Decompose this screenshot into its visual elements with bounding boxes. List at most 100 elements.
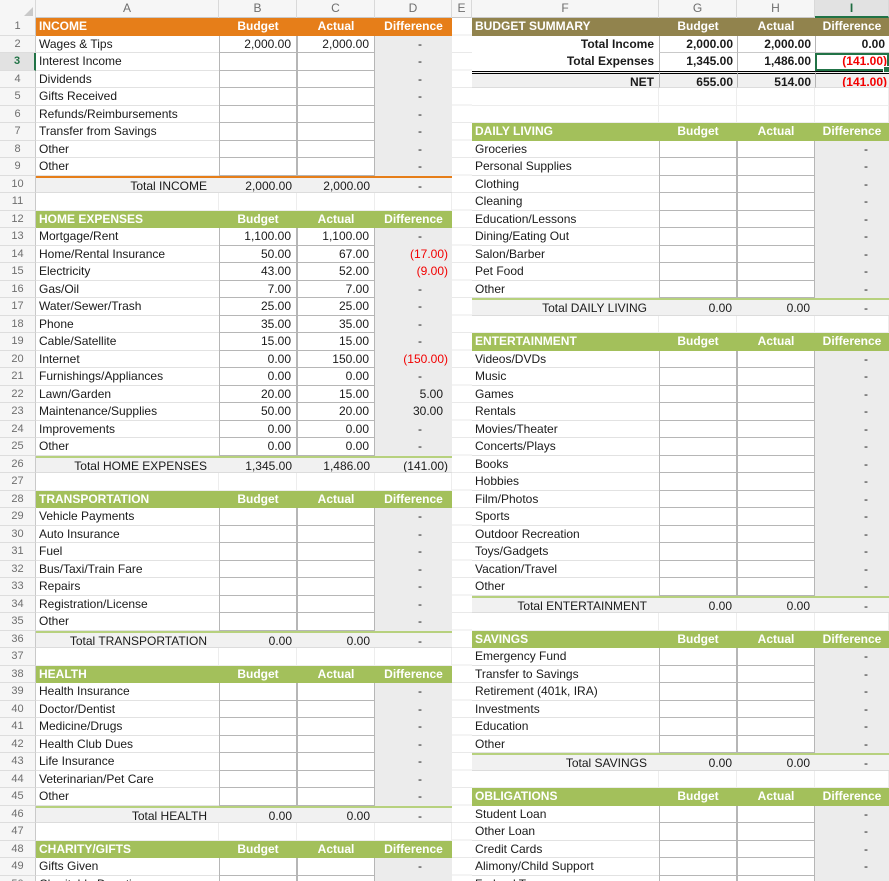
cell-D20[interactable]: (150.00) xyxy=(375,350,452,368)
cell-B30[interactable] xyxy=(219,525,297,543)
cell-F24[interactable]: Movies/Theater xyxy=(472,421,659,438)
row-header-46[interactable]: 46 xyxy=(0,805,36,823)
cell-G23[interactable] xyxy=(659,403,737,421)
cell-F50[interactable]: Federal Taxes xyxy=(472,876,659,881)
cell-D27[interactable] xyxy=(375,473,452,491)
cell-B17[interactable]: 25.00 xyxy=(219,298,297,316)
cell-I13[interactable]: - xyxy=(815,228,889,246)
cell-H34[interactable]: 0.00 xyxy=(737,595,815,613)
row-header-49[interactable]: 49 xyxy=(0,858,36,876)
cell-A35[interactable]: Other xyxy=(36,613,219,631)
cell-D37[interactable] xyxy=(375,648,452,666)
cell-H6[interactable] xyxy=(737,105,815,123)
col-header-C[interactable]: C xyxy=(297,0,375,18)
row-header-38[interactable]: 38 xyxy=(0,665,36,683)
cell-B22[interactable]: 20.00 xyxy=(219,385,297,403)
row-header-3[interactable]: 3 xyxy=(0,53,36,71)
cell-B16[interactable]: 7.00 xyxy=(219,280,297,298)
cell-G21[interactable] xyxy=(659,368,737,386)
col-header-E[interactable]: E xyxy=(452,0,472,18)
cell-F3[interactable]: Total Expenses xyxy=(472,53,659,71)
cell-H10[interactable] xyxy=(737,175,815,193)
cell-G47[interactable] xyxy=(659,823,737,841)
cell-D38[interactable]: Difference xyxy=(375,665,452,683)
cell-H36[interactable]: Actual xyxy=(737,630,815,648)
cell-G17[interactable]: 0.00 xyxy=(659,298,737,316)
cell-C34[interactable] xyxy=(297,595,375,613)
cell-F15[interactable]: Pet Food xyxy=(472,263,659,281)
row-header-8[interactable]: 8 xyxy=(0,140,36,158)
cell-B50[interactable] xyxy=(219,875,297,881)
cell-B31[interactable] xyxy=(219,543,297,561)
cell-H5[interactable] xyxy=(737,88,815,106)
cell-D23[interactable]: 30.00 xyxy=(375,403,452,421)
cell-G40[interactable] xyxy=(659,700,737,718)
cell-H46[interactable] xyxy=(737,805,815,823)
row-header-39[interactable]: 39 xyxy=(0,683,36,701)
col-header-H[interactable]: H xyxy=(737,0,815,18)
row-header-17[interactable]: 17 xyxy=(0,298,36,316)
cell-F23[interactable]: Rentals xyxy=(472,403,659,421)
row-header-47[interactable]: 47 xyxy=(0,823,36,841)
cell-H44[interactable] xyxy=(737,770,815,788)
cell-A45[interactable]: Other xyxy=(36,788,219,806)
row-header-26[interactable]: 26 xyxy=(0,455,36,473)
cell-C14[interactable]: 67.00 xyxy=(297,245,375,263)
cell-D42[interactable]: - xyxy=(375,735,452,753)
cell-G13[interactable] xyxy=(659,228,737,246)
cell-B21[interactable]: 0.00 xyxy=(219,368,297,386)
cell-H49[interactable] xyxy=(737,858,815,876)
cell-F42[interactable]: Other xyxy=(472,736,659,753)
cell-A17[interactable]: Water/Sewer/Trash xyxy=(36,298,219,316)
cell-A47[interactable] xyxy=(36,823,219,841)
cell-A33[interactable]: Repairs xyxy=(36,578,219,596)
cell-G15[interactable] xyxy=(659,263,737,281)
cell-I22[interactable]: - xyxy=(815,385,889,403)
cell-B26[interactable]: 1,345.00 xyxy=(219,455,297,473)
row-header-10[interactable]: 10 xyxy=(0,175,36,193)
cell-C16[interactable]: 7.00 xyxy=(297,280,375,298)
cell-I1[interactable]: Difference xyxy=(815,18,889,36)
cell-H20[interactable] xyxy=(737,350,815,368)
cell-I46[interactable]: - xyxy=(815,805,889,823)
section-header-cell-A28[interactable]: TRANSPORTATION xyxy=(36,490,219,508)
cell-B44[interactable] xyxy=(219,770,297,788)
row-header-19[interactable]: 19 xyxy=(0,333,36,351)
cell-I30[interactable]: - xyxy=(815,525,889,543)
cell-H32[interactable] xyxy=(737,560,815,578)
row-header-6[interactable]: 6 xyxy=(0,105,36,123)
cell-A40[interactable]: Doctor/Dentist xyxy=(36,701,219,718)
cell-B24[interactable]: 0.00 xyxy=(219,420,297,438)
cell-B5[interactable] xyxy=(219,88,297,106)
cell-G26[interactable] xyxy=(659,455,737,473)
cell-B41[interactable] xyxy=(219,718,297,736)
row-header-29[interactable]: 29 xyxy=(0,508,36,526)
section-header-cell-F45[interactable]: OBLIGATIONS xyxy=(472,788,659,806)
cell-I15[interactable]: - xyxy=(815,263,889,281)
cell-G14[interactable] xyxy=(659,245,737,263)
cell-H47[interactable] xyxy=(737,823,815,841)
cell-D39[interactable]: - xyxy=(375,683,452,701)
cell-H45[interactable]: Actual xyxy=(737,788,815,806)
cell-C42[interactable] xyxy=(297,735,375,753)
cell-H28[interactable] xyxy=(737,490,815,508)
cell-F20[interactable]: Videos/DVDs xyxy=(472,351,659,368)
cell-G2[interactable]: 2,000.00 xyxy=(659,35,737,53)
cell-A10[interactable]: Total INCOME xyxy=(36,175,219,193)
cell-B18[interactable]: 35.00 xyxy=(219,315,297,333)
cell-A23[interactable]: Maintenance/Supplies xyxy=(36,403,219,421)
cell-B49[interactable] xyxy=(219,858,297,876)
cell-A16[interactable]: Gas/Oil xyxy=(36,281,219,298)
row-header-4[interactable]: 4 xyxy=(0,70,36,88)
cell-A21[interactable]: Furnishings/Appliances xyxy=(36,368,219,386)
row-header-1[interactable]: 1 xyxy=(0,18,36,36)
cell-H21[interactable] xyxy=(737,368,815,386)
col-header-D[interactable]: D xyxy=(375,0,452,18)
cell-B19[interactable]: 15.00 xyxy=(219,333,297,351)
cell-G19[interactable]: Budget xyxy=(659,333,737,351)
cell-D3[interactable]: - xyxy=(375,53,452,71)
cell-C25[interactable]: 0.00 xyxy=(297,438,375,456)
cell-F49[interactable]: Alimony/Child Support xyxy=(472,858,659,876)
row-header-5[interactable]: 5 xyxy=(0,88,36,106)
row-header-44[interactable]: 44 xyxy=(0,770,36,788)
